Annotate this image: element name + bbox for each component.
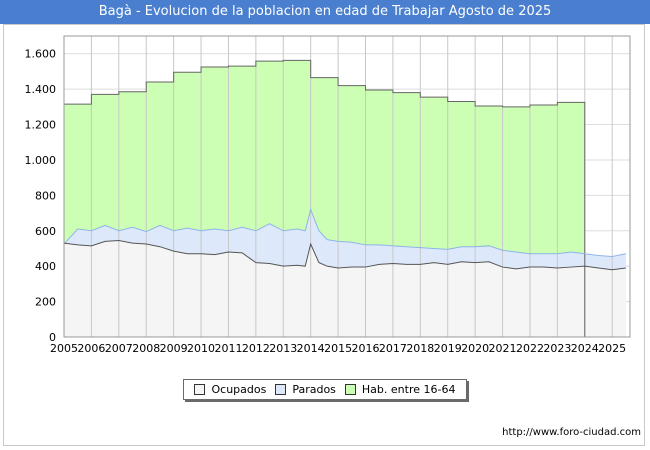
- x-tick-label-16: 2021: [489, 342, 517, 355]
- legend-label-ocupados: Ocupados: [211, 383, 267, 396]
- x-tick-label-8: 2013: [269, 342, 297, 355]
- y-tick-label-7: 1.400: [25, 83, 57, 96]
- x-tick-label-1: 2006: [77, 342, 105, 355]
- series-line-parados: [63, 207, 626, 257]
- y-tick-label-3: 600: [35, 225, 56, 238]
- series-line-ocupados: [63, 239, 626, 271]
- legend-item-ocupados: Ocupados: [194, 383, 266, 396]
- x-tick-label-2: 2007: [105, 342, 133, 355]
- legend-label-parados: Parados: [292, 383, 336, 396]
- y-tick-label-4: 800: [35, 189, 56, 202]
- legend: Ocupados Parados Hab. entre 16-64: [183, 379, 467, 400]
- x-tick-label-11: 2016: [352, 342, 380, 355]
- legend-item-parados: Parados: [275, 383, 336, 396]
- y-tick-label-6: 1.200: [25, 119, 57, 132]
- legend-swatch-ocupados: [194, 384, 206, 395]
- x-tick-label-18: 2023: [543, 342, 571, 355]
- legend-swatch-parados: [275, 384, 287, 395]
- legend-swatch-hab: [344, 384, 356, 395]
- y-tick-label-0: 0: [49, 331, 56, 344]
- x-tick-label-13: 2018: [406, 342, 434, 355]
- y-tick-label-5: 1.000: [25, 154, 57, 167]
- y-tick-label-8: 1.600: [25, 48, 57, 61]
- legend-label-hab: Hab. entre 16-64: [361, 383, 456, 396]
- legend-item-hab: Hab. entre 16-64: [344, 383, 456, 396]
- x-tick-label-12: 2017: [379, 342, 407, 355]
- x-tick-label-17: 2022: [516, 342, 544, 355]
- x-tick-label-4: 2009: [160, 342, 188, 355]
- x-tick-label-9: 2014: [297, 342, 325, 355]
- chart-frame: [3, 24, 645, 446]
- x-tick-label-7: 2012: [242, 342, 270, 355]
- x-tick-label-0: 2005: [50, 342, 78, 355]
- x-tick-label-3: 2008: [132, 342, 160, 355]
- chart-title: Bagà - Evolucion de la poblacion en edad…: [0, 0, 650, 24]
- x-tick-label-5: 2010: [187, 342, 215, 355]
- series-area-ocupados: [64, 240, 626, 337]
- x-tick-label-6: 2011: [214, 342, 242, 355]
- source-link[interactable]: http://www.foro-ciudad.com: [502, 427, 641, 438]
- y-tick-label-2: 400: [35, 260, 56, 273]
- x-tick-label-10: 2015: [324, 342, 352, 355]
- series-line-hab: [64, 59, 586, 337]
- plot-border: [63, 35, 631, 338]
- x-tick-label-15: 2020: [461, 342, 489, 355]
- x-tick-label-19: 2024: [571, 342, 599, 355]
- x-tick-label-14: 2019: [434, 342, 462, 355]
- y-tick-label-1: 200: [35, 296, 56, 309]
- x-tick-label-20: 2025: [598, 342, 626, 355]
